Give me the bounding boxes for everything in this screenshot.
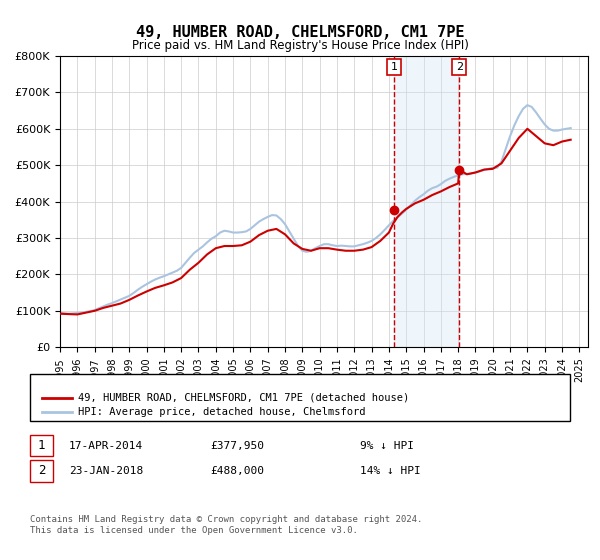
- Text: 2: 2: [38, 464, 45, 478]
- Text: 23-JAN-2018: 23-JAN-2018: [69, 466, 143, 476]
- Text: 2: 2: [455, 62, 463, 72]
- Text: £488,000: £488,000: [210, 466, 264, 476]
- Text: 17-APR-2014: 17-APR-2014: [69, 441, 143, 451]
- Text: Contains HM Land Registry data © Crown copyright and database right 2024.
This d: Contains HM Land Registry data © Crown c…: [30, 515, 422, 535]
- Text: 49, HUMBER ROAD, CHELMSFORD, CM1 7PE (detached house): 49, HUMBER ROAD, CHELMSFORD, CM1 7PE (de…: [78, 393, 409, 403]
- Text: 9% ↓ HPI: 9% ↓ HPI: [360, 441, 414, 451]
- Text: 1: 1: [38, 439, 45, 452]
- Text: Price paid vs. HM Land Registry's House Price Index (HPI): Price paid vs. HM Land Registry's House …: [131, 39, 469, 52]
- Text: HPI: Average price, detached house, Chelmsford: HPI: Average price, detached house, Chel…: [78, 407, 365, 417]
- Text: 49, HUMBER ROAD, CHELMSFORD, CM1 7PE: 49, HUMBER ROAD, CHELMSFORD, CM1 7PE: [136, 25, 464, 40]
- Text: 1: 1: [391, 62, 397, 72]
- Text: 14% ↓ HPI: 14% ↓ HPI: [360, 466, 421, 476]
- Bar: [394, 56, 459, 347]
- Text: £377,950: £377,950: [210, 441, 264, 451]
